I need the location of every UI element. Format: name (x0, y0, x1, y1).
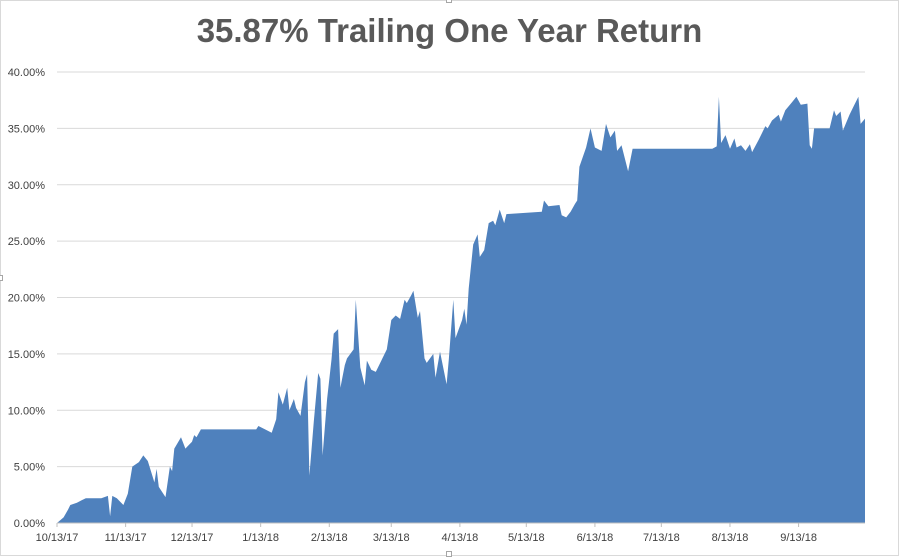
resize-handle-top[interactable] (446, 0, 452, 3)
x-tick-label: 1/13/18 (242, 532, 279, 544)
x-tick-label: 9/13/18 (780, 532, 817, 544)
y-tick-label: 5.00% (14, 462, 45, 474)
x-tick-label: 6/13/18 (577, 532, 614, 544)
x-tick-label: 11/13/17 (105, 532, 147, 544)
x-tick-label: 2/13/18 (311, 532, 348, 544)
x-tick-label: 10/13/17 (36, 532, 79, 544)
y-tick-label: 35.00% (8, 123, 46, 135)
y-tick-label: 25.00% (8, 236, 46, 248)
y-tick-label: 15.00% (8, 349, 46, 361)
x-tick-label: 8/13/18 (712, 532, 749, 544)
y-tick-label: 0.00% (14, 518, 45, 530)
x-tick-label: 4/13/18 (442, 532, 479, 544)
x-tick-label: 7/13/18 (643, 532, 680, 544)
chart-title: 35.87% Trailing One Year Return (196, 12, 703, 49)
y-tick-label: 40.00% (8, 67, 46, 79)
x-tick-label: 12/13/17 (171, 532, 214, 544)
x-tick-label: 3/13/18 (373, 532, 410, 544)
y-tick-label: 20.00% (8, 293, 46, 305)
y-tick-label: 10.00% (8, 405, 46, 417)
x-tick-label: 5/13/18 (508, 532, 545, 544)
y-tick-label: 30.00% (8, 180, 46, 192)
resize-handle-left[interactable] (0, 275, 3, 281)
area-series (57, 96, 865, 524)
